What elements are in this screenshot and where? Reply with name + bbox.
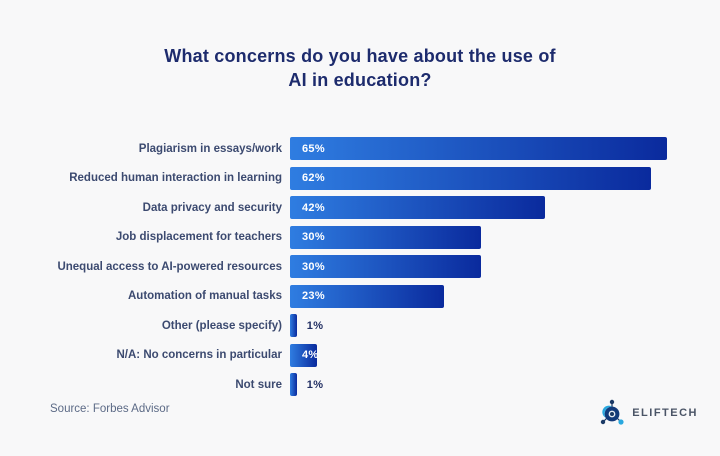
bar-track: 4% [290, 343, 720, 367]
category-label: Not sure [235, 378, 282, 391]
bar-row: Job displacement for teachers 30% [0, 225, 720, 249]
bar: 30% [290, 225, 482, 249]
value-label: 62% [302, 172, 325, 184]
bar: 30% [290, 255, 482, 278]
value-label: 30% [302, 260, 325, 273]
bar: 42% [290, 196, 546, 219]
eliftech-logo: ELIFTECH [598, 398, 698, 428]
bar-row: Reduced human interaction in learning 62% [0, 166, 720, 190]
category-label: N/A: No concerns in particular [116, 349, 282, 361]
value-label: 65% [302, 142, 325, 155]
value-label: 30% [302, 231, 325, 243]
category-label: Automation of manual tasks [128, 290, 282, 302]
eliftech-logo-text: ELIFTECH [632, 407, 698, 419]
bar-row: N/A: No concerns in particular 4% [0, 343, 720, 367]
bar: 62% [290, 166, 652, 190]
bar [290, 373, 297, 396]
category-label: Other (please specify) [161, 319, 282, 332]
bar: 65% [290, 137, 668, 160]
value-label: 4% [302, 349, 319, 361]
bar: 4% [290, 343, 319, 367]
category-label: Job displacement for teachers [115, 231, 282, 243]
bar-row: Unequal access to AI-powered resources 30… [0, 255, 720, 278]
bar-track: 23% [290, 284, 720, 308]
bar [290, 314, 297, 337]
bar-row: Not sure 1% [0, 373, 720, 396]
bar-track: 42% [290, 196, 720, 219]
value-label: 23% [302, 290, 325, 302]
bar-row: Automation of manual tasks 23% [0, 284, 720, 308]
bar-track: 65% [290, 137, 720, 160]
value-label: 42% [302, 201, 325, 214]
bar-chart: Plagiarism in essays/work 65% Reduced huma… [0, 137, 720, 396]
bar-row: Plagiarism in essays/work 65% [0, 137, 720, 160]
bar: 23% [290, 284, 445, 308]
bar-row: Data privacy and security 42% [0, 196, 720, 219]
category-label: Unequal access to AI-powered resources [57, 260, 282, 273]
category-label: Data privacy and security [142, 201, 282, 214]
bar-track: 1% [290, 314, 720, 337]
bar-track: 1% [290, 373, 720, 396]
chart-title-line-1: What concerns do you have about the use … [164, 46, 556, 66]
bar-track: 30% [290, 255, 720, 278]
value-label: 1% [306, 378, 324, 391]
bar-track: 30% [290, 225, 720, 249]
source-note: Source: Forbes Advisor [50, 403, 170, 415]
chart-title: What concerns do you have about the use … [60, 44, 660, 92]
bar-row: Other (please specify) 1% [0, 314, 720, 337]
eliftech-logo-icon [598, 398, 626, 428]
chart-title-line-2: AI in education? [288, 70, 432, 90]
bar-track: 62% [290, 166, 720, 190]
category-label: Reduced human interaction in learning [69, 172, 282, 184]
value-label: 1% [306, 319, 324, 332]
category-label: Plagiarism in essays/work [138, 142, 282, 155]
